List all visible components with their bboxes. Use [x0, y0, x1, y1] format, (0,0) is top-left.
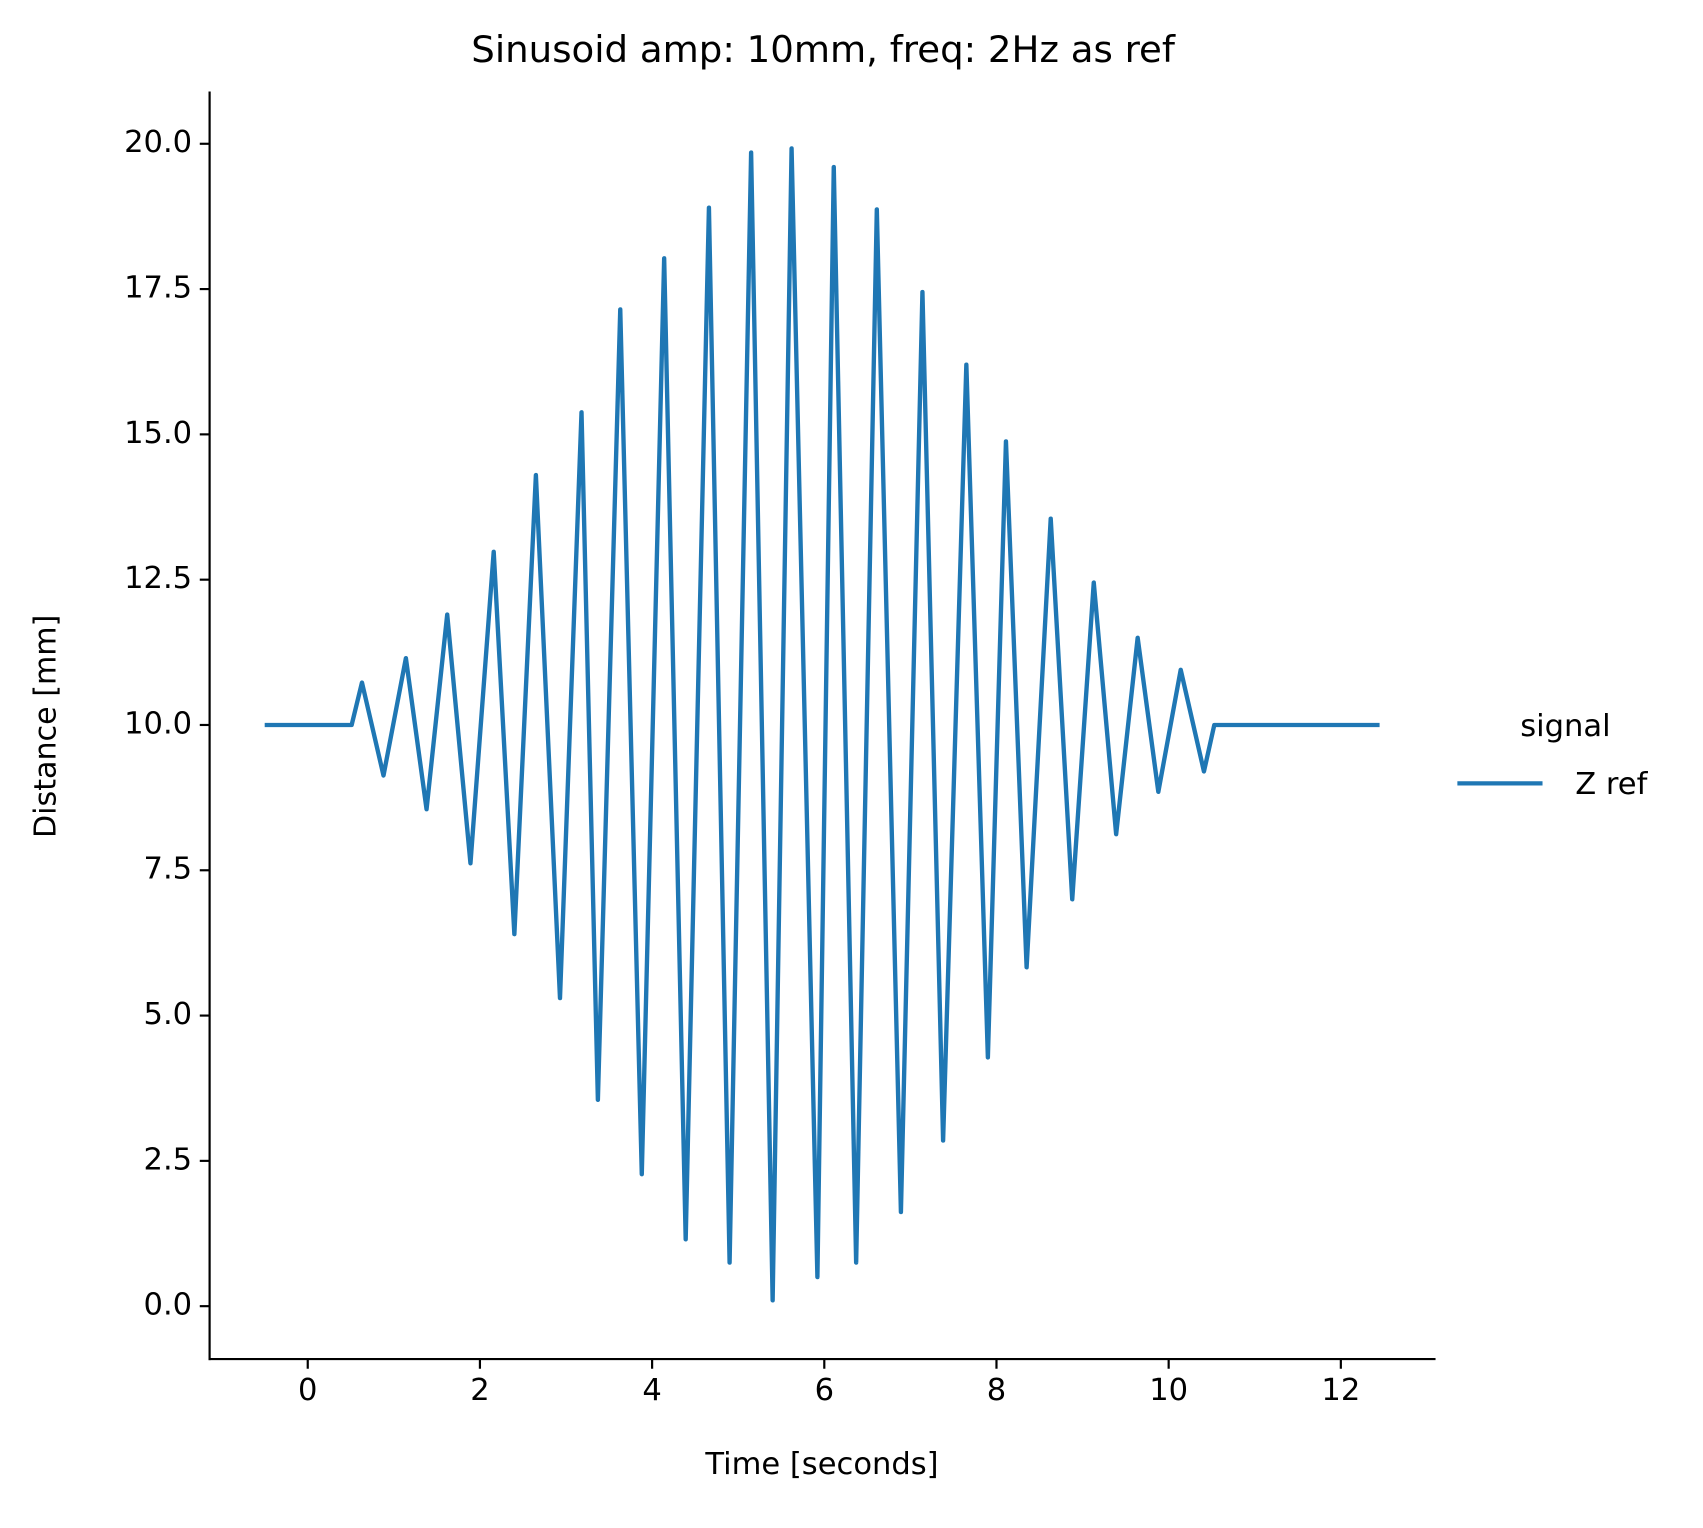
y-tick-label: 5.0	[144, 997, 193, 1032]
x-tick-label: 8	[987, 1373, 1006, 1408]
y-tick-label: 2.5	[144, 1143, 193, 1178]
y-tick-label: 12.5	[124, 561, 192, 596]
y-tick-label: 15.0	[124, 416, 192, 451]
y-axis-label: Distance [mm]	[28, 615, 63, 838]
data-line	[264, 146, 1380, 1303]
x-tick-label: 0	[298, 1373, 317, 1408]
x-tick-label: 6	[815, 1373, 834, 1408]
y-tick-label: 0.0	[144, 1288, 193, 1323]
x-tick-label: 12	[1321, 1373, 1360, 1408]
y-tick-label: 17.5	[124, 271, 192, 306]
x-tick-label: 2	[470, 1373, 489, 1408]
x-tick-label: 4	[642, 1373, 661, 1408]
x-tick-label: 10	[1149, 1373, 1188, 1408]
legend-title: signal	[1520, 709, 1610, 744]
legend-label: Z ref	[1575, 767, 1648, 802]
y-tick-label: 10.0	[124, 707, 192, 742]
y-tick-label: 20.0	[124, 125, 192, 160]
x-axis-label: Time [seconds]	[704, 1447, 938, 1482]
y-tick-label: 7.5	[144, 852, 193, 887]
chart-title: Sinusoid amp: 10mm, freq: 2Hz as ref	[471, 28, 1176, 71]
